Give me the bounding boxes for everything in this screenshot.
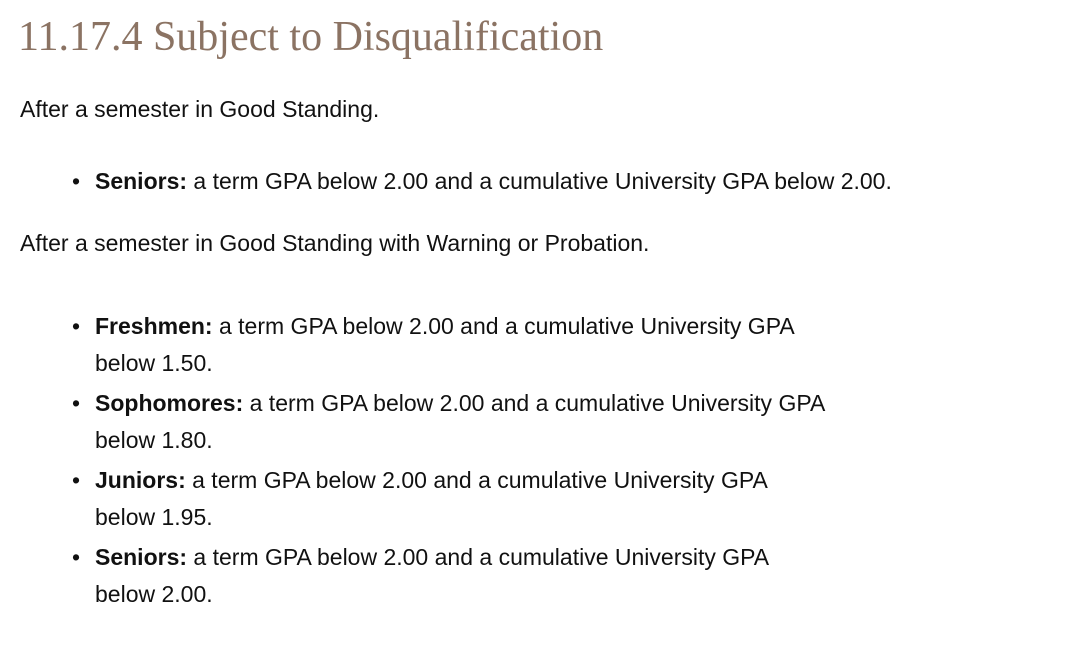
rule-text-line1: a term GPA below 2.00 and a cumulative U… <box>193 544 770 570</box>
class-level-label: Sophomores: <box>95 390 244 416</box>
class-level-label: Juniors: <box>95 467 186 493</box>
class-level-label: Seniors: <box>95 544 188 570</box>
warning-probation-rules-list: Freshmen: a term GPA below 2.00 and a cu… <box>0 308 1080 613</box>
rule-text: a term GPA below 2.00 and a cumulative U… <box>193 168 892 194</box>
rule-text-line2: below 1.95. <box>95 504 213 530</box>
rule-text-line2: below 1.50. <box>95 350 213 376</box>
document-page: 11.17.4 Subject to Disqualification Afte… <box>0 12 1080 649</box>
list-item-sophomores: Sophomores: a term GPA below 2.00 and a … <box>72 385 1080 459</box>
list-item-juniors: Juniors: a term GPA below 2.00 and a cum… <box>72 462 1080 536</box>
rule-text-line2: below 1.80. <box>95 427 213 453</box>
rule-text-line2: below 2.00. <box>95 581 213 607</box>
rule-text-line1: a term GPA below 2.00 and a cumulative U… <box>249 390 826 416</box>
list-item-seniors-warning: Seniors: a term GPA below 2.00 and a cum… <box>72 539 1080 613</box>
rule-text-line1: a term GPA below 2.00 and a cumulative U… <box>218 313 795 339</box>
good-standing-rules-list: Seniors: a term GPA below 2.00 and a cum… <box>0 163 1080 200</box>
rule-text-line1: a term GPA below 2.00 and a cumulative U… <box>192 467 768 493</box>
section-heading: 11.17.4 Subject to Disqualification <box>18 14 604 60</box>
list-item-freshmen: Freshmen: a term GPA below 2.00 and a cu… <box>72 308 1080 382</box>
intro-warning-probation: After a semester in Good Standing with W… <box>20 230 650 256</box>
class-level-label: Seniors: <box>95 168 188 194</box>
class-level-label: Freshmen: <box>95 313 213 339</box>
list-item-seniors-good-standing: Seniors: a term GPA below 2.00 and a cum… <box>72 163 1080 200</box>
intro-good-standing: After a semester in Good Standing. <box>20 96 380 122</box>
